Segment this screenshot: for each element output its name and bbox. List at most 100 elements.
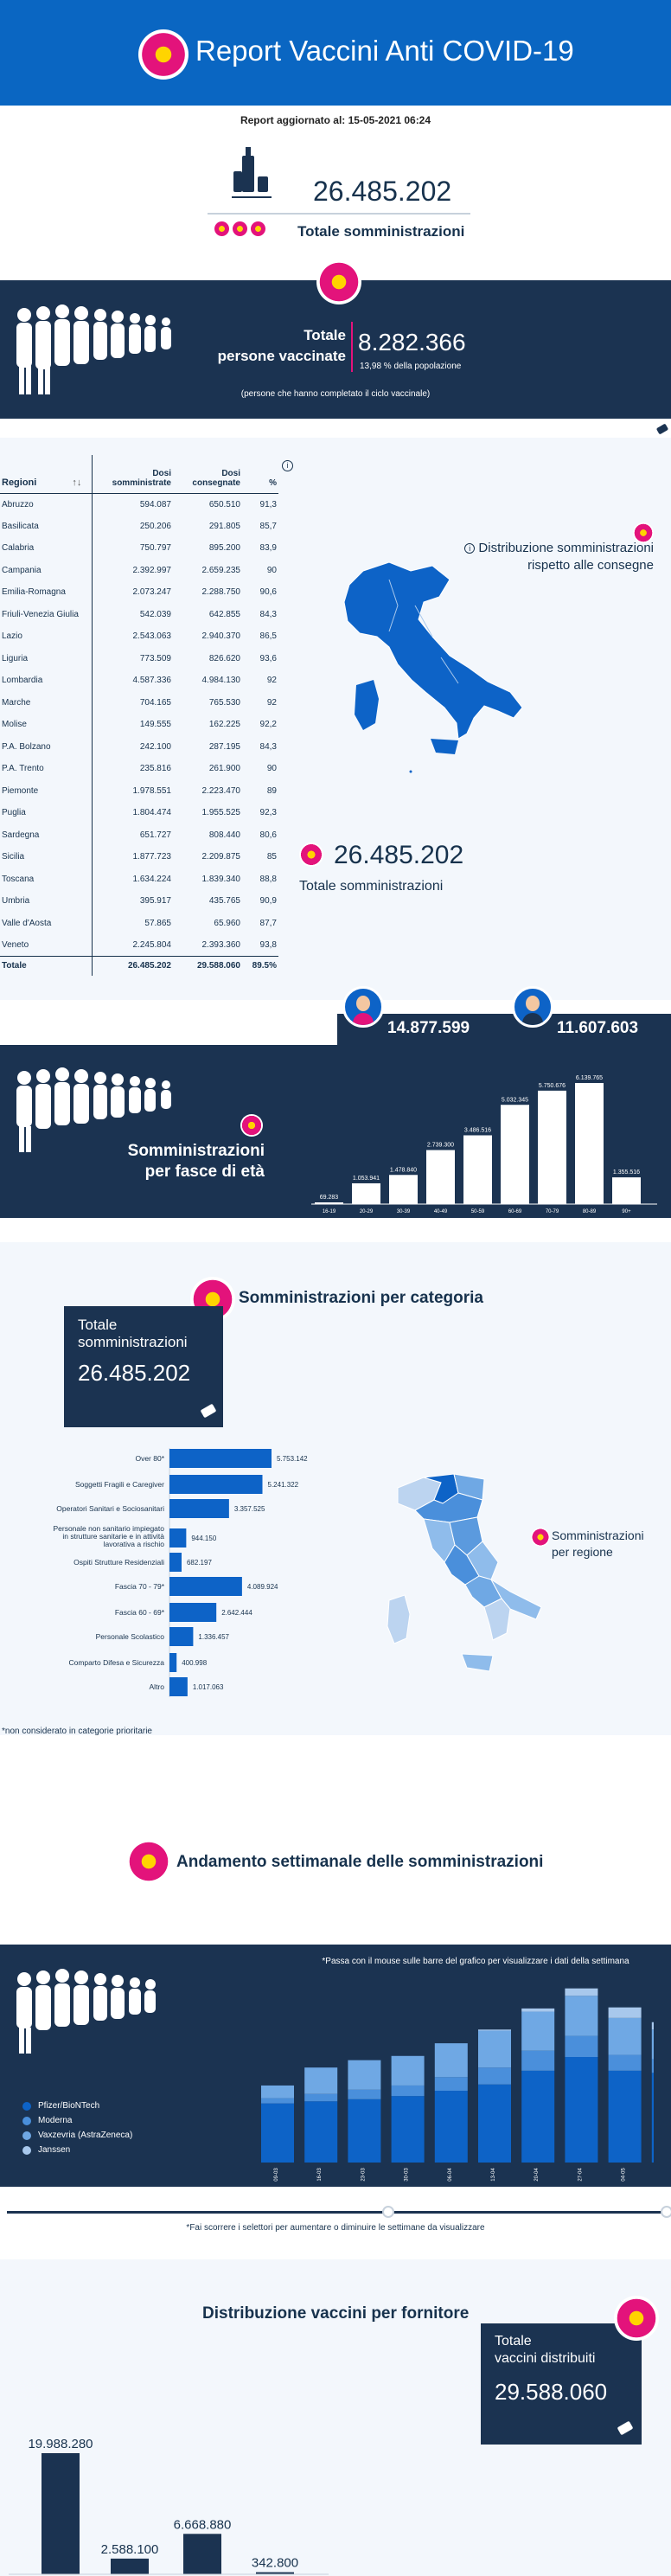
delivery-pct: 85 bbox=[266, 852, 277, 862]
col-header-administered[interactable]: Dosi somministrate bbox=[91, 455, 176, 494]
age-bar bbox=[501, 1105, 529, 1204]
age-bar-label: 3.486.516 bbox=[464, 1127, 491, 1133]
eraser-icon[interactable] bbox=[655, 422, 669, 436]
total-divider bbox=[208, 213, 470, 215]
delivery-pct: 90 bbox=[266, 565, 277, 575]
table-row[interactable]: Marche 704.165 765.530 92 bbox=[0, 691, 278, 714]
table-row[interactable]: Veneto 2.245.804 2.393.360 93,8 bbox=[0, 934, 278, 957]
doses-delivered: 291.805 bbox=[208, 521, 240, 531]
category-title: Somministrazioni per categoria bbox=[239, 1289, 483, 1307]
legend-item[interactable]: Pfizer/BioNTech bbox=[22, 2099, 132, 2113]
supplier-bar-label: 19.988.280 bbox=[28, 2437, 93, 2451]
col-header-delivered[interactable]: Dosi consegnate bbox=[176, 455, 246, 494]
table-row[interactable]: P.A. Trento 235.816 261.900 90 bbox=[0, 758, 278, 780]
suppliers-total-card: Totale vaccini distribuiti 29.588.060 bbox=[481, 2323, 642, 2445]
category-bar bbox=[169, 1577, 242, 1596]
region-name: Piemonte bbox=[2, 785, 39, 796]
category-footnote: *non considerato in categorie prioritari… bbox=[2, 1727, 152, 1736]
page-title: Report Vaccini Anti COVID-19 bbox=[195, 35, 574, 67]
category-chart[interactable]: 5.753.142 Over 80* 5.241.322 Soggetti Fragi… bbox=[0, 1436, 363, 1713]
table-row[interactable]: Calabria 750.797 895.200 83,9 bbox=[0, 537, 278, 560]
suppliers-chart[interactable]: 19.988.280 2.588.100 6.668.880 342.800 bbox=[0, 2429, 363, 2576]
doses-administered: 542.039 bbox=[91, 603, 176, 625]
age-bar bbox=[389, 1175, 418, 1204]
doses-delivered: 4.984.130 bbox=[201, 676, 241, 686]
legend-item[interactable]: Moderna bbox=[22, 2113, 132, 2128]
weekly-bar-segment bbox=[261, 2098, 294, 2104]
weekly-chart[interactable]: 09-03 16-03 23-03 30-03 06-04 13-04 20-04 27-04… bbox=[256, 1969, 654, 2185]
weekly-tick-label: 27-04 bbox=[578, 2168, 583, 2182]
table-row[interactable]: Sicilia 1.877.723 2.209.875 85 bbox=[0, 846, 278, 868]
table-row[interactable]: Puglia 1.804.474 1.955.525 92,3 bbox=[0, 802, 278, 824]
age-banner: Somministrazioni per fasce di età 69.283… bbox=[0, 1045, 671, 1218]
category-total-label-2: somministrazioni bbox=[78, 1334, 188, 1350]
eraser-icon[interactable] bbox=[199, 1401, 218, 1420]
table-row[interactable]: Abruzzo 594.087 650.510 91,3 bbox=[0, 493, 278, 516]
delivery-pct: 87,7 bbox=[259, 918, 277, 928]
category-bar bbox=[169, 1653, 177, 1672]
age-tick-label: 80-89 bbox=[583, 1209, 597, 1214]
delivery-pct: 92,2 bbox=[259, 720, 277, 730]
region-name: Molise bbox=[2, 720, 27, 730]
table-row[interactable]: Friuli-Venezia Giulia 542.039 642.855 84,3 bbox=[0, 603, 278, 625]
table-row[interactable]: Emilia-Romagna 2.073.247 2.288.750 90,6 bbox=[0, 581, 278, 604]
category-bar-label: 682.197 bbox=[187, 1559, 212, 1567]
suppliers-total-label-2: vaccini distribuiti bbox=[495, 2351, 596, 2366]
table-row[interactable]: Sardegna 651.727 808.440 80,6 bbox=[0, 823, 278, 846]
table-row[interactable]: Piemonte 1.978.551 2.223.470 89 bbox=[0, 779, 278, 802]
slider-handle-right[interactable] bbox=[661, 2206, 671, 2218]
region-name: Sicilia bbox=[2, 852, 25, 862]
doses-delivered: 1.955.525 bbox=[201, 808, 241, 818]
map1-total-value: 26.485.202 bbox=[334, 841, 464, 869]
table-row[interactable]: Molise 149.555 162.225 92,2 bbox=[0, 714, 278, 736]
legend-item[interactable]: Janssen bbox=[22, 2143, 132, 2157]
delivery-pct: 86,5 bbox=[259, 631, 277, 642]
legend-item[interactable]: Vaxzevria (AstraZeneca) bbox=[22, 2128, 132, 2143]
age-title-1: Somministrazioni bbox=[127, 1142, 265, 1160]
col-header-pct[interactable]: % bbox=[246, 455, 278, 494]
crowd-illustration bbox=[16, 1067, 171, 1152]
italy-map-deliveries[interactable] bbox=[329, 554, 536, 779]
sort-icon[interactable]: ↑↓ bbox=[72, 477, 82, 488]
info-icon[interactable]: i bbox=[464, 543, 476, 554]
table-row[interactable]: Liguria 773.509 826.620 93,6 bbox=[0, 647, 278, 670]
table-row[interactable]: Toscana 1.634.224 1.839.340 88,8 bbox=[0, 868, 278, 890]
table-row[interactable]: Lombardia 4.587.336 4.984.130 92 bbox=[0, 670, 278, 692]
doses-administered: 1.634.224 bbox=[91, 868, 176, 890]
weekly-bar-segment bbox=[521, 2070, 555, 2163]
weekly-slider-note: *Fai scorrere i selettori per aumentare … bbox=[186, 2223, 485, 2233]
doses-delivered: 765.530 bbox=[208, 697, 240, 708]
header-bar: Report Vaccini Anti COVID-19 bbox=[0, 0, 671, 106]
flower-logo-icon bbox=[126, 1839, 171, 1884]
category-total-value: 26.485.202 bbox=[78, 1360, 191, 1386]
weekly-bar-segment bbox=[608, 2017, 642, 2055]
table-row[interactable]: Lazio 2.543.063 2.940.370 86,5 bbox=[0, 625, 278, 648]
table-row[interactable]: Umbria 395.917 435.765 90,9 bbox=[0, 890, 278, 913]
age-chart[interactable]: 69.283 16-19 1.053.941 20-29 1.478.840 30-39 2… bbox=[311, 1055, 662, 1216]
category-label: Altro bbox=[150, 1682, 165, 1691]
region-name: Marche bbox=[2, 697, 31, 708]
table-row[interactable]: Valle d'Aosta 57.865 65.960 87,7 bbox=[0, 912, 278, 934]
supplier-bar-label: 342.800 bbox=[252, 2556, 298, 2571]
weekly-hint: *Passa con il mouse sulle barre del graf… bbox=[322, 1957, 629, 1966]
legend-swatch bbox=[22, 2131, 31, 2140]
weekly-tick-label: 16-03 bbox=[317, 2168, 323, 2182]
weekly-slider-track[interactable] bbox=[7, 2206, 671, 2218]
flower-logo-icon bbox=[299, 843, 323, 867]
col-header-region[interactable]: Regioni ↑↓ bbox=[0, 455, 92, 494]
category-bar-label: 5.241.322 bbox=[268, 1481, 299, 1489]
delivery-pct: 90 bbox=[266, 764, 277, 774]
doses-delivered: 642.855 bbox=[208, 609, 240, 619]
flower-logo-icon bbox=[531, 1528, 550, 1547]
table-row[interactable]: P.A. Bolzano 242.100 287.195 84,3 bbox=[0, 735, 278, 758]
eraser-icon[interactable] bbox=[616, 2419, 635, 2438]
legend-label: Janssen bbox=[38, 2145, 71, 2155]
italy-map-regions[interactable] bbox=[372, 1462, 553, 1704]
table-row[interactable]: Campania 2.392.997 2.659.235 90 bbox=[0, 559, 278, 581]
age-bar bbox=[315, 1202, 343, 1204]
slider-handle-left[interactable] bbox=[382, 2206, 394, 2218]
weekly-tick-label: 09-03 bbox=[274, 2168, 279, 2182]
map1-title: i Distribuzione somministrazioni rispetto… bbox=[450, 540, 654, 574]
table-row[interactable]: Basilicata 250.206 291.805 85,7 bbox=[0, 515, 278, 537]
info-icon[interactable]: i bbox=[282, 460, 293, 471]
